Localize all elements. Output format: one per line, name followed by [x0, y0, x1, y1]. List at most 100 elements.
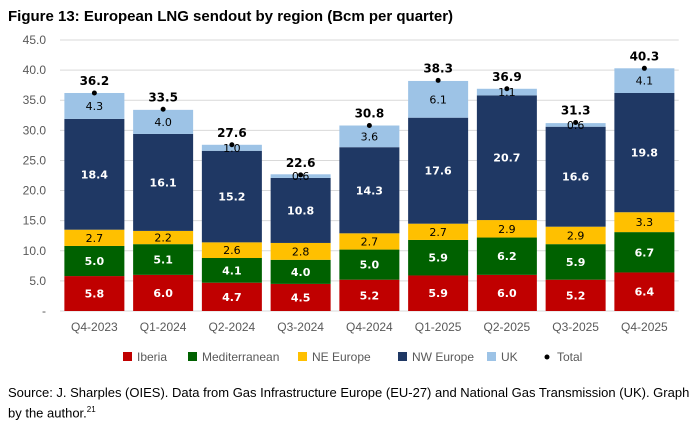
- y-tick-label: 20.0: [23, 184, 47, 198]
- bar-segment: [339, 249, 400, 280]
- bar-segment: [64, 118, 125, 230]
- data-label: 5.9: [428, 287, 448, 300]
- data-label: 2.7: [429, 226, 447, 239]
- data-label: 4.0: [154, 116, 172, 129]
- data-label: 5.9: [566, 256, 586, 269]
- bar-segment: [270, 259, 331, 284]
- y-tick-label: 15.0: [23, 214, 47, 228]
- bar-segment: [614, 92, 675, 213]
- data-label: 2.6: [223, 244, 241, 257]
- x-tick-label: Q3-2025: [552, 320, 599, 334]
- bar-segment: [476, 274, 537, 311]
- bar-segment: [545, 244, 606, 280]
- x-tick-label: Q3-2024: [277, 320, 324, 334]
- x-tick-label: Q4-2023: [71, 320, 118, 334]
- source-text: Source: J. Sharples (OIES). Data from Ga…: [8, 385, 690, 421]
- total-marker: [160, 106, 166, 112]
- total-marker: [91, 90, 97, 96]
- bar-segment: [133, 133, 194, 231]
- total-marker: [573, 120, 579, 126]
- legend-label: UK: [501, 350, 518, 364]
- data-label: 4.1: [636, 75, 654, 88]
- footnote-ref: 21: [86, 405, 96, 414]
- bar-segment: [408, 80, 469, 118]
- bar-segment: [201, 282, 262, 311]
- stacked-bar-chart: - 5.0 10.0 15.0 20.0 25.0 30.0 35.0 40.0 45.0 5.8 5…: [23, 33, 679, 364]
- legend-label: Total: [557, 350, 582, 364]
- total-label: 30.8: [355, 107, 385, 121]
- y-tick-label: 45.0: [23, 33, 47, 47]
- legend-swatch: [188, 352, 197, 361]
- bar-segment: [614, 232, 675, 273]
- data-label: 3.6: [361, 130, 379, 143]
- legend-swatch: [398, 352, 407, 361]
- data-label: 5.1: [153, 254, 173, 267]
- data-label: 17.6: [425, 165, 452, 178]
- data-label: 3.3: [636, 216, 654, 229]
- bar-segment: [133, 109, 194, 134]
- y-tick-label: 5.0: [29, 274, 46, 288]
- data-label: 5.0: [85, 255, 105, 268]
- bar-segment: [476, 88, 537, 96]
- data-label: 5.2: [360, 289, 380, 302]
- data-label: 6.2: [497, 250, 517, 263]
- bar-segment: [339, 279, 400, 311]
- legend-label: NE Europe: [312, 350, 371, 364]
- bar-segment: [270, 242, 331, 260]
- bar-segment: [133, 274, 194, 311]
- total-marker: [229, 142, 235, 148]
- legend-swatch: [298, 352, 307, 361]
- data-label: 18.4: [81, 168, 108, 181]
- total-label: 36.2: [80, 74, 110, 88]
- data-label: 4.7: [222, 291, 242, 304]
- total-marker: [504, 86, 510, 92]
- bar-segment: [408, 223, 469, 240]
- data-label: 1.0: [223, 142, 241, 155]
- data-label: 16.6: [562, 171, 589, 184]
- y-tick-label: -: [42, 304, 46, 318]
- bar-segment: [545, 279, 606, 311]
- bar-segment: [201, 150, 262, 243]
- bar-segment: [476, 237, 537, 275]
- x-tick-label: Q2-2025: [484, 320, 531, 334]
- bar-segment: [133, 230, 194, 245]
- data-label: 2.9: [498, 223, 516, 236]
- bar-segment: [339, 147, 400, 234]
- bar-segment: [64, 245, 125, 277]
- bar-segment: [201, 144, 262, 151]
- x-tick-label: Q1-2025: [415, 320, 462, 334]
- total-marker: [641, 65, 647, 71]
- total-label: 22.6: [286, 156, 316, 170]
- chart-title: Figure 13: European LNG sendout by regio…: [8, 8, 454, 25]
- x-tick-label: Q4-2025: [621, 320, 668, 334]
- bar-segment: [408, 275, 469, 311]
- bar-segment: [545, 126, 606, 227]
- y-tick-label: 40.0: [23, 63, 47, 77]
- data-label: 5.8: [85, 288, 105, 301]
- y-tick-label: 30.0: [23, 123, 47, 137]
- data-label: 2.7: [361, 235, 379, 248]
- source-note: Source: J. Sharples (OIES). Data from Ga…: [8, 384, 694, 421]
- y-tick-label: 25.0: [23, 153, 47, 167]
- legend-swatch: [487, 352, 496, 361]
- bar-segment: [133, 244, 194, 275]
- data-label: 20.7: [493, 152, 520, 165]
- legend-label: Iberia: [137, 350, 167, 364]
- data-label: 4.0: [291, 266, 311, 279]
- data-label: 16.1: [150, 176, 177, 189]
- data-label: 0.6: [567, 119, 585, 132]
- bar-segment: [270, 283, 331, 311]
- bar-segment: [64, 276, 125, 311]
- total-label: 40.3: [630, 49, 660, 63]
- y-tick-label: 10.0: [23, 244, 47, 258]
- data-label: 5.2: [566, 289, 586, 302]
- x-tick-label: Q4-2024: [346, 320, 393, 334]
- data-label: 5.0: [360, 259, 380, 272]
- y-tick-label: 35.0: [23, 93, 47, 107]
- total-label: 38.3: [423, 61, 453, 75]
- legend-label: NW Europe: [412, 350, 474, 364]
- total-label: 36.9: [492, 70, 522, 84]
- bar-segment: [476, 95, 537, 221]
- data-label: 6.0: [497, 287, 517, 300]
- data-label: 4.3: [86, 100, 104, 113]
